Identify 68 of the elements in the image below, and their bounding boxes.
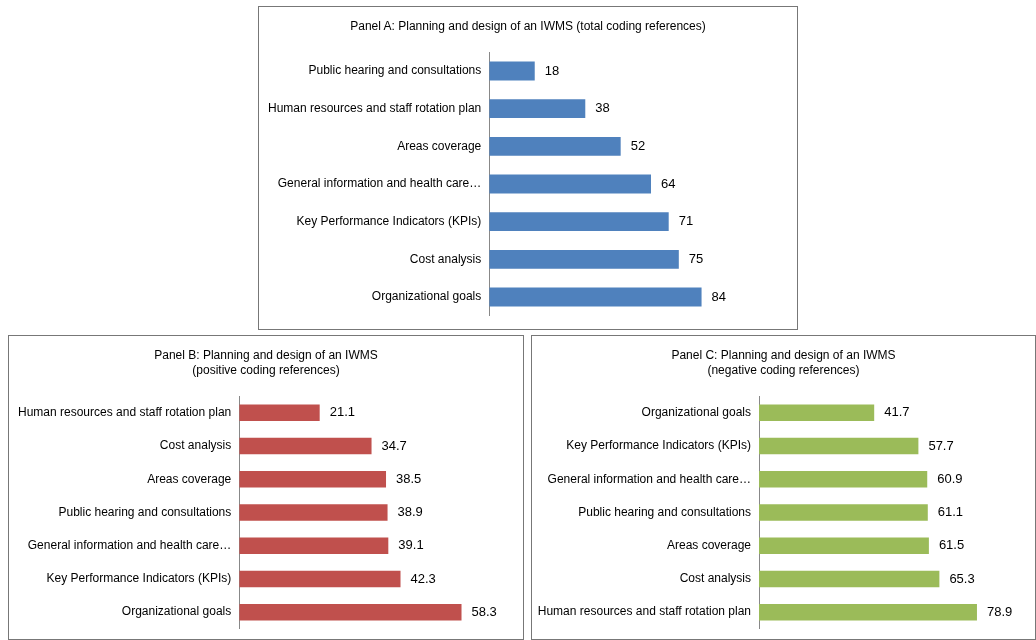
y-tick-label: Public hearing and consultations	[308, 63, 482, 78]
bar	[489, 136, 621, 156]
data-label: 18	[544, 62, 560, 78]
y-tick-label: Cost analysis	[159, 438, 232, 453]
data-label: 39.1	[398, 537, 424, 553]
y-tick-label: Key Performance Indicators (KPIs)	[566, 438, 751, 453]
bar	[239, 603, 462, 621]
bar	[239, 537, 389, 555]
data-label: 61.5	[938, 537, 965, 553]
bar	[759, 504, 928, 521]
y-tick-label: Cost analysis	[409, 251, 482, 266]
y-tick-label: Organizational goals	[121, 604, 232, 619]
y-tick-label: Public hearing and consultations	[578, 504, 751, 519]
y-tick-label: Areas coverage	[147, 471, 232, 486]
data-label: 75	[688, 250, 704, 266]
data-label: 78.9	[986, 603, 1013, 619]
data-label: 58.3	[471, 603, 497, 619]
y-tick-label: Organizational goals	[641, 405, 751, 420]
bar	[239, 570, 401, 588]
chart-title: Panel A: Planning and design of an IWMS (total coding references)	[349, 19, 707, 34]
chart-title: Panel B: Planning and design of an IWMS	[153, 348, 379, 363]
chart-subtitle: (negative coding references)	[706, 363, 861, 378]
y-tick-label: General information and health care…	[547, 471, 751, 486]
bar	[489, 174, 651, 194]
bar	[239, 504, 388, 521]
data-label: 57.7	[928, 437, 954, 453]
bar	[759, 470, 928, 488]
data-label: 38.9	[397, 504, 423, 520]
data-label: 34.7	[381, 437, 407, 453]
bar	[759, 537, 929, 555]
y-tick-label: General information and health care…	[27, 538, 232, 553]
bar	[489, 212, 669, 232]
chart-subtitle: (positive coding references)	[191, 363, 341, 378]
data-label: 38.5	[396, 470, 422, 486]
bar	[489, 99, 586, 119]
bar	[759, 404, 875, 422]
y-tick-label: Areas coverage	[397, 138, 482, 153]
bar	[239, 404, 320, 422]
y-tick-label: Human resources and staff rotation plan	[268, 101, 482, 115]
y-tick-label: Key Performance Indicators (KPIs)	[46, 571, 232, 586]
bar	[489, 249, 679, 269]
data-label: 42.3	[410, 570, 436, 586]
bar	[759, 437, 919, 455]
data-label: 38	[595, 100, 610, 116]
data-label: 61.1	[937, 504, 964, 520]
data-label: 52	[630, 137, 646, 153]
data-label: 71	[678, 213, 694, 229]
data-label: 21.1	[329, 404, 355, 420]
bar	[239, 437, 372, 455]
bar	[759, 603, 977, 621]
y-tick-label: Cost analysis	[679, 571, 751, 586]
data-label: 60.9	[937, 470, 963, 486]
data-label: 41.7	[884, 404, 910, 420]
y-tick-label: Key Performance Indicators (KPIs)	[296, 213, 482, 228]
bar	[489, 61, 535, 81]
bar	[239, 470, 387, 488]
data-label: 64	[661, 175, 676, 191]
y-tick-label: Areas coverage	[666, 538, 752, 553]
bar	[759, 570, 940, 588]
data-label: 65.3	[949, 570, 975, 586]
y-tick-label: Human resources and staff rotation plan	[18, 405, 232, 420]
bar	[489, 287, 702, 307]
data-label: 84	[711, 288, 727, 304]
y-tick-label: Human resources and staff rotation plan	[537, 604, 751, 619]
y-tick-label: Organizational goals	[371, 289, 482, 304]
y-tick-label: General information and health care…	[277, 176, 482, 191]
chart-title: Panel C: Planning and design of an IWMS	[670, 348, 897, 363]
y-tick-label: Public hearing and consultations	[58, 504, 232, 519]
